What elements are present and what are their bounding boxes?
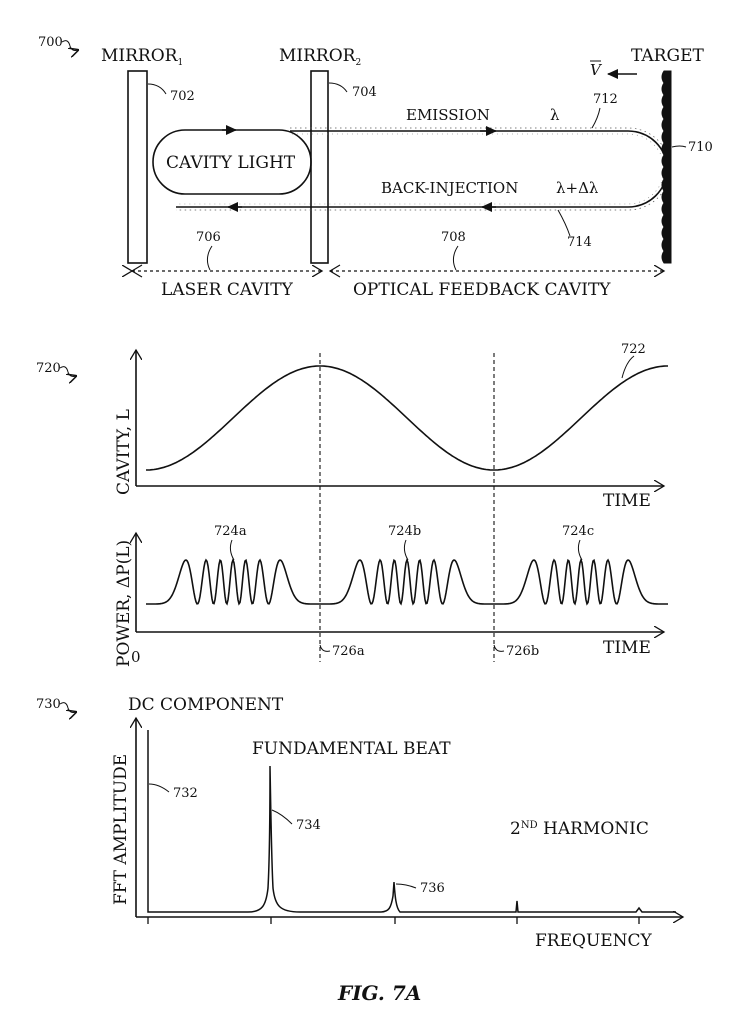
- cavity-y-label: CAVITY, L: [114, 409, 134, 495]
- marker-726a-leader: [319, 644, 331, 652]
- burst-ref-724a: 724a: [214, 524, 247, 539]
- laser-cavity-label: LASER CAVITY: [161, 280, 294, 300]
- ref-720-leader: [59, 366, 76, 377]
- mirror1-leader: [147, 83, 167, 95]
- optical-feedback-ref-leader: [452, 245, 459, 271]
- panel-700: 700 MIRROR1 MIRROR2 702 704 CAVITY LIGHT…: [38, 35, 713, 300]
- ref-700: 700: [38, 35, 63, 50]
- ref-700-leader: [61, 40, 78, 51]
- velocity-label: V: [590, 61, 603, 79]
- laser-cavity-ref: 706: [196, 230, 221, 245]
- optical-feedback-dimension-start: [328, 264, 341, 278]
- burst-ref-724c-leader: [577, 539, 583, 561]
- back-injection-label: BACK-INJECTION: [381, 179, 518, 197]
- power-y-label: POWER, ΔP(L): [114, 540, 134, 667]
- burst-ref-724b-leader: [403, 539, 409, 561]
- harmonic-superscript: ND: [521, 820, 538, 831]
- cavity-curve-ref: 722: [621, 342, 646, 357]
- target-surface: [661, 70, 672, 264]
- peak-736-leader: [395, 883, 417, 889]
- target-label: TARGET: [631, 46, 704, 66]
- figure-caption: FIG. 7A: [337, 981, 421, 1005]
- mirror2-leader: [328, 82, 348, 93]
- optical-feedback-ref: 708: [441, 230, 466, 245]
- cavity-curve-leader: [621, 355, 635, 379]
- harmonic-label: 2ND HARMONIC: [510, 819, 649, 839]
- emission-label: EMISSION: [406, 106, 490, 124]
- burst-ref-724c: 724c: [562, 524, 594, 539]
- fft-y-label: FFT AMPLITUDE: [111, 754, 131, 905]
- mirror1: [127, 70, 148, 264]
- peak-736-ref: 736: [420, 881, 445, 896]
- fft-x-label: FREQUENCY: [535, 931, 653, 951]
- power-origin-label: 0: [131, 648, 141, 666]
- feedback-beam-hatch-2: [176, 133, 665, 205]
- fft-spectrum: [147, 730, 676, 913]
- cavity-light-capsule: [152, 129, 312, 195]
- marker-726b-leader: [493, 644, 505, 652]
- power-curve: [146, 557, 668, 606]
- peak-732-ref: 732: [173, 786, 198, 801]
- mirror2-subscript: 2: [355, 58, 361, 68]
- fundamental-beat-label: FUNDAMENTAL BEAT: [252, 739, 451, 759]
- target-ref: 710: [688, 140, 713, 155]
- mirror1-subscript: 1: [177, 58, 183, 68]
- peak-734-leader: [271, 809, 293, 825]
- emission-ref: 712: [593, 92, 618, 107]
- ref-730-leader: [59, 702, 76, 713]
- power-x-label: TIME: [603, 638, 651, 658]
- optical-feedback-label: OPTICAL FEEDBACK CAVITY: [353, 280, 611, 300]
- laser-cavity-ref-leader: [206, 245, 213, 271]
- mirror2-label: MIRROR2: [279, 46, 361, 68]
- lambda-label: λ: [550, 106, 560, 124]
- ref-730: 730: [36, 697, 61, 712]
- cavity-light-label: CAVITY LIGHT: [166, 153, 296, 173]
- mirror2: [310, 70, 329, 264]
- back-injection-ref-leader: [557, 209, 571, 237]
- mirror1-ref: 702: [170, 89, 195, 104]
- laser-cavity-dimension-start: [130, 264, 143, 278]
- mirror2-ref: 704: [352, 85, 377, 100]
- ref-720: 720: [36, 361, 61, 376]
- peak-734-ref: 734: [296, 818, 321, 833]
- dc-component-label: DC COMPONENT: [128, 695, 284, 715]
- cavity-x-label: TIME: [603, 491, 651, 511]
- burst-ref-724b: 724b: [388, 524, 421, 539]
- peak-732-leader: [148, 783, 170, 793]
- emission-ref-leader: [591, 107, 601, 129]
- lambda-delta-label: λ+Δλ: [556, 179, 599, 197]
- target-leader: [671, 145, 687, 148]
- panel-720: 720 CAVITY, L TIME 722 POWER, ΔP(L) TIME…: [36, 342, 668, 667]
- back-injection-ref: 714: [567, 235, 592, 250]
- fft-ticks: [147, 917, 640, 924]
- marker-726a-ref: 726a: [332, 644, 365, 659]
- cavity-curve: [146, 365, 668, 471]
- marker-726b-ref: 726b: [506, 644, 539, 659]
- burst-ref-724a-leader: [229, 539, 235, 561]
- mirror1-label: MIRROR1: [101, 46, 183, 68]
- panel-730: 730 DC COMPONENT FUNDAMENTAL BEAT 2ND HA…: [36, 695, 683, 951]
